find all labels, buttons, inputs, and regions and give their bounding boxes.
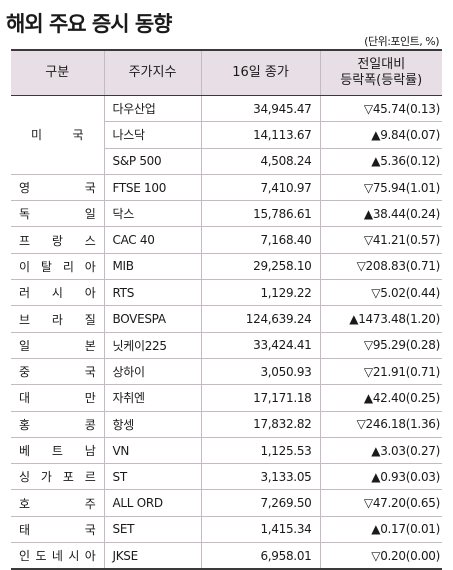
change-value: ▽208.83(0.71) bbox=[319, 253, 442, 281]
table-row: S&P 500 4,508.24 ▲5.36(0.12) bbox=[11, 148, 442, 175]
index-name: 상하이 bbox=[103, 358, 201, 386]
index-name: SET bbox=[103, 516, 201, 544]
country-label-usa: 미 국 bbox=[30, 128, 84, 143]
page-title: 해외 주요 증시 동향 bbox=[6, 12, 172, 36]
change-value: ▲5.36(0.12) bbox=[319, 148, 442, 175]
close-value: 14,113.67 bbox=[200, 121, 320, 149]
table-row: 호 주 ALL ORD 7,269.50 ▽47.20(0.65) bbox=[11, 489, 442, 517]
table-row: 영 국 FTSE 100 7,410.97 ▽75.94(1.01) bbox=[11, 174, 442, 202]
country-name: 싱 가 포 르 bbox=[11, 463, 104, 491]
change-value: ▽0.20(0.00) bbox=[319, 542, 442, 570]
close-value: 124,639.24 bbox=[200, 305, 320, 333]
country-name: 대 만 bbox=[11, 384, 104, 412]
country-name: 호 주 bbox=[11, 489, 104, 517]
country-name: 러 시 아 bbox=[11, 279, 104, 307]
close-value: 34,945.47 bbox=[200, 95, 320, 123]
close-value: 7,269.50 bbox=[200, 489, 320, 517]
table-row: 중 국 상하이 3,050.93 ▽21.91(0.71) bbox=[11, 358, 442, 386]
country-name: 인 도 네 시 아 bbox=[19, 549, 96, 564]
close-value: 17,171.18 bbox=[200, 384, 320, 412]
index-name: ST bbox=[103, 463, 201, 491]
table-header: 구분 주가지수 16일 종가 전일대비 등락폭(등락률) bbox=[11, 49, 442, 96]
country-name: 중 국 bbox=[11, 358, 104, 386]
index-name: MIB bbox=[103, 253, 201, 281]
close-value: 1,415.34 bbox=[200, 516, 320, 544]
table-row: 태 국 SET 1,415.34 ▲0.17(0.01) bbox=[11, 516, 442, 544]
index-name: 닥스 bbox=[103, 200, 201, 228]
change-value: ▽5.02(0.44) bbox=[319, 279, 442, 307]
close-value: 1,129.22 bbox=[200, 279, 320, 307]
table-row: 러 시 아 RTS 1,129.22 ▽5.02(0.44) bbox=[11, 279, 442, 307]
country-name: 브 라 질 bbox=[11, 305, 104, 333]
table-row: 이 탈 리 아 MIB 29,258.10 ▽208.83(0.71) bbox=[11, 253, 442, 281]
close-value: 6,958.01 bbox=[200, 542, 320, 570]
close-value: 4,508.24 bbox=[200, 148, 320, 175]
country-name: 프 랑 스 bbox=[11, 226, 104, 254]
change-value: ▽21.91(0.71) bbox=[319, 358, 442, 386]
table-row: 일 본 닛케이225 33,424.41 ▽95.29(0.28) bbox=[11, 332, 442, 359]
change-value: ▲38.44(0.24) bbox=[319, 200, 442, 228]
index-name: 자취엔 bbox=[103, 384, 201, 412]
index-name: 나스닥 bbox=[103, 121, 201, 149]
header-region: 구분 bbox=[11, 49, 104, 96]
index-name: 다우산업 bbox=[103, 95, 201, 123]
close-value: 17,832.82 bbox=[200, 411, 320, 438]
index-name: VN bbox=[103, 437, 201, 465]
index-name: BOVESPA bbox=[103, 305, 201, 333]
header-index: 주가지수 bbox=[103, 49, 201, 96]
close-value: 1,125.53 bbox=[200, 437, 320, 465]
country-name: 홍 콩 bbox=[11, 411, 104, 438]
change-value: ▲0.17(0.01) bbox=[319, 516, 442, 544]
table-row: 대 만 자취엔 17,171.18 ▲42.40(0.25) bbox=[11, 384, 442, 412]
change-value: ▲42.40(0.25) bbox=[319, 384, 442, 412]
country-cell-usa: 미 국 bbox=[11, 95, 104, 175]
table-row: 미 국 다우산업 34,945.47 ▽45.74(0.13) bbox=[11, 95, 442, 175]
table-row: 싱 가 포 르 ST 3,133.05 ▲0.93(0.03) bbox=[11, 463, 442, 491]
country-name: 영 국 bbox=[11, 174, 104, 202]
index-name: 닛케이225 bbox=[103, 332, 201, 359]
table-row: 인 도 네 시 아 JKSE 6,958.01 ▽0.20(0.00) bbox=[11, 542, 442, 570]
header-change: 전일대비 등락폭(등락률) bbox=[319, 49, 442, 96]
close-value: 29,258.10 bbox=[200, 253, 320, 281]
table-body: 미 국 다우산업 34,945.47 ▽45.74(0.13) 나스닥 14,1… bbox=[11, 95, 442, 570]
index-name: JKSE bbox=[103, 542, 201, 570]
change-value: ▽95.29(0.28) bbox=[319, 332, 442, 359]
country-name: 이 탈 리 아 bbox=[11, 253, 104, 281]
index-name: FTSE 100 bbox=[103, 174, 201, 202]
close-value: 7,410.97 bbox=[200, 174, 320, 202]
index-name: RTS bbox=[103, 279, 201, 307]
close-value: 7,168.40 bbox=[200, 226, 320, 254]
table-row: 나스닥 14,113.67 ▲9.84(0.07) bbox=[11, 121, 442, 149]
header-close: 16일 종가 bbox=[200, 49, 320, 96]
country-name: 베 트 남 bbox=[11, 437, 104, 465]
close-value: 15,786.61 bbox=[200, 200, 320, 228]
change-value: ▽246.18(1.36) bbox=[319, 411, 442, 438]
close-value: 3,133.05 bbox=[200, 463, 320, 491]
change-value: ▽75.94(1.01) bbox=[319, 174, 442, 202]
close-value: 33,424.41 bbox=[200, 332, 320, 359]
index-name: S&P 500 bbox=[103, 148, 201, 175]
close-value: 3,050.93 bbox=[200, 358, 320, 386]
change-value: ▽41.21(0.57) bbox=[319, 226, 442, 254]
unit-note: (단위:포인트, %) bbox=[364, 35, 439, 48]
table-row: 베 트 남 VN 1,125.53 ▲3.03(0.27) bbox=[11, 437, 442, 465]
change-value: ▲0.93(0.03) bbox=[319, 463, 442, 491]
index-name: 항셍 bbox=[103, 411, 201, 438]
change-value: ▽47.20(0.65) bbox=[319, 489, 442, 517]
table-row: 프 랑 스 CAC 40 7,168.40 ▽41.21(0.57) bbox=[11, 226, 442, 254]
country-name: 일 본 bbox=[11, 332, 104, 359]
change-value: ▲3.03(0.27) bbox=[319, 437, 442, 465]
table-row: 브 라 질 BOVESPA 124,639.24 ▲1473.48(1.20) bbox=[11, 305, 442, 333]
index-name: ALL ORD bbox=[103, 489, 201, 517]
change-value: ▲1473.48(1.20) bbox=[319, 305, 442, 333]
change-value: ▽45.74(0.13) bbox=[319, 95, 442, 123]
country-name: 독 일 bbox=[11, 200, 104, 228]
change-value: ▲9.84(0.07) bbox=[319, 121, 442, 149]
market-table: 구분 주가지수 16일 종가 전일대비 등락폭(등락률) 미 국 다우산업 34… bbox=[11, 49, 442, 570]
table-row: 홍 콩 항셍 17,832.82 ▽246.18(1.36) bbox=[11, 411, 442, 438]
index-name: CAC 40 bbox=[103, 226, 201, 254]
country-name: 태 국 bbox=[11, 516, 104, 544]
table-row: 독 일 닥스 15,786.61 ▲38.44(0.24) bbox=[11, 200, 442, 228]
